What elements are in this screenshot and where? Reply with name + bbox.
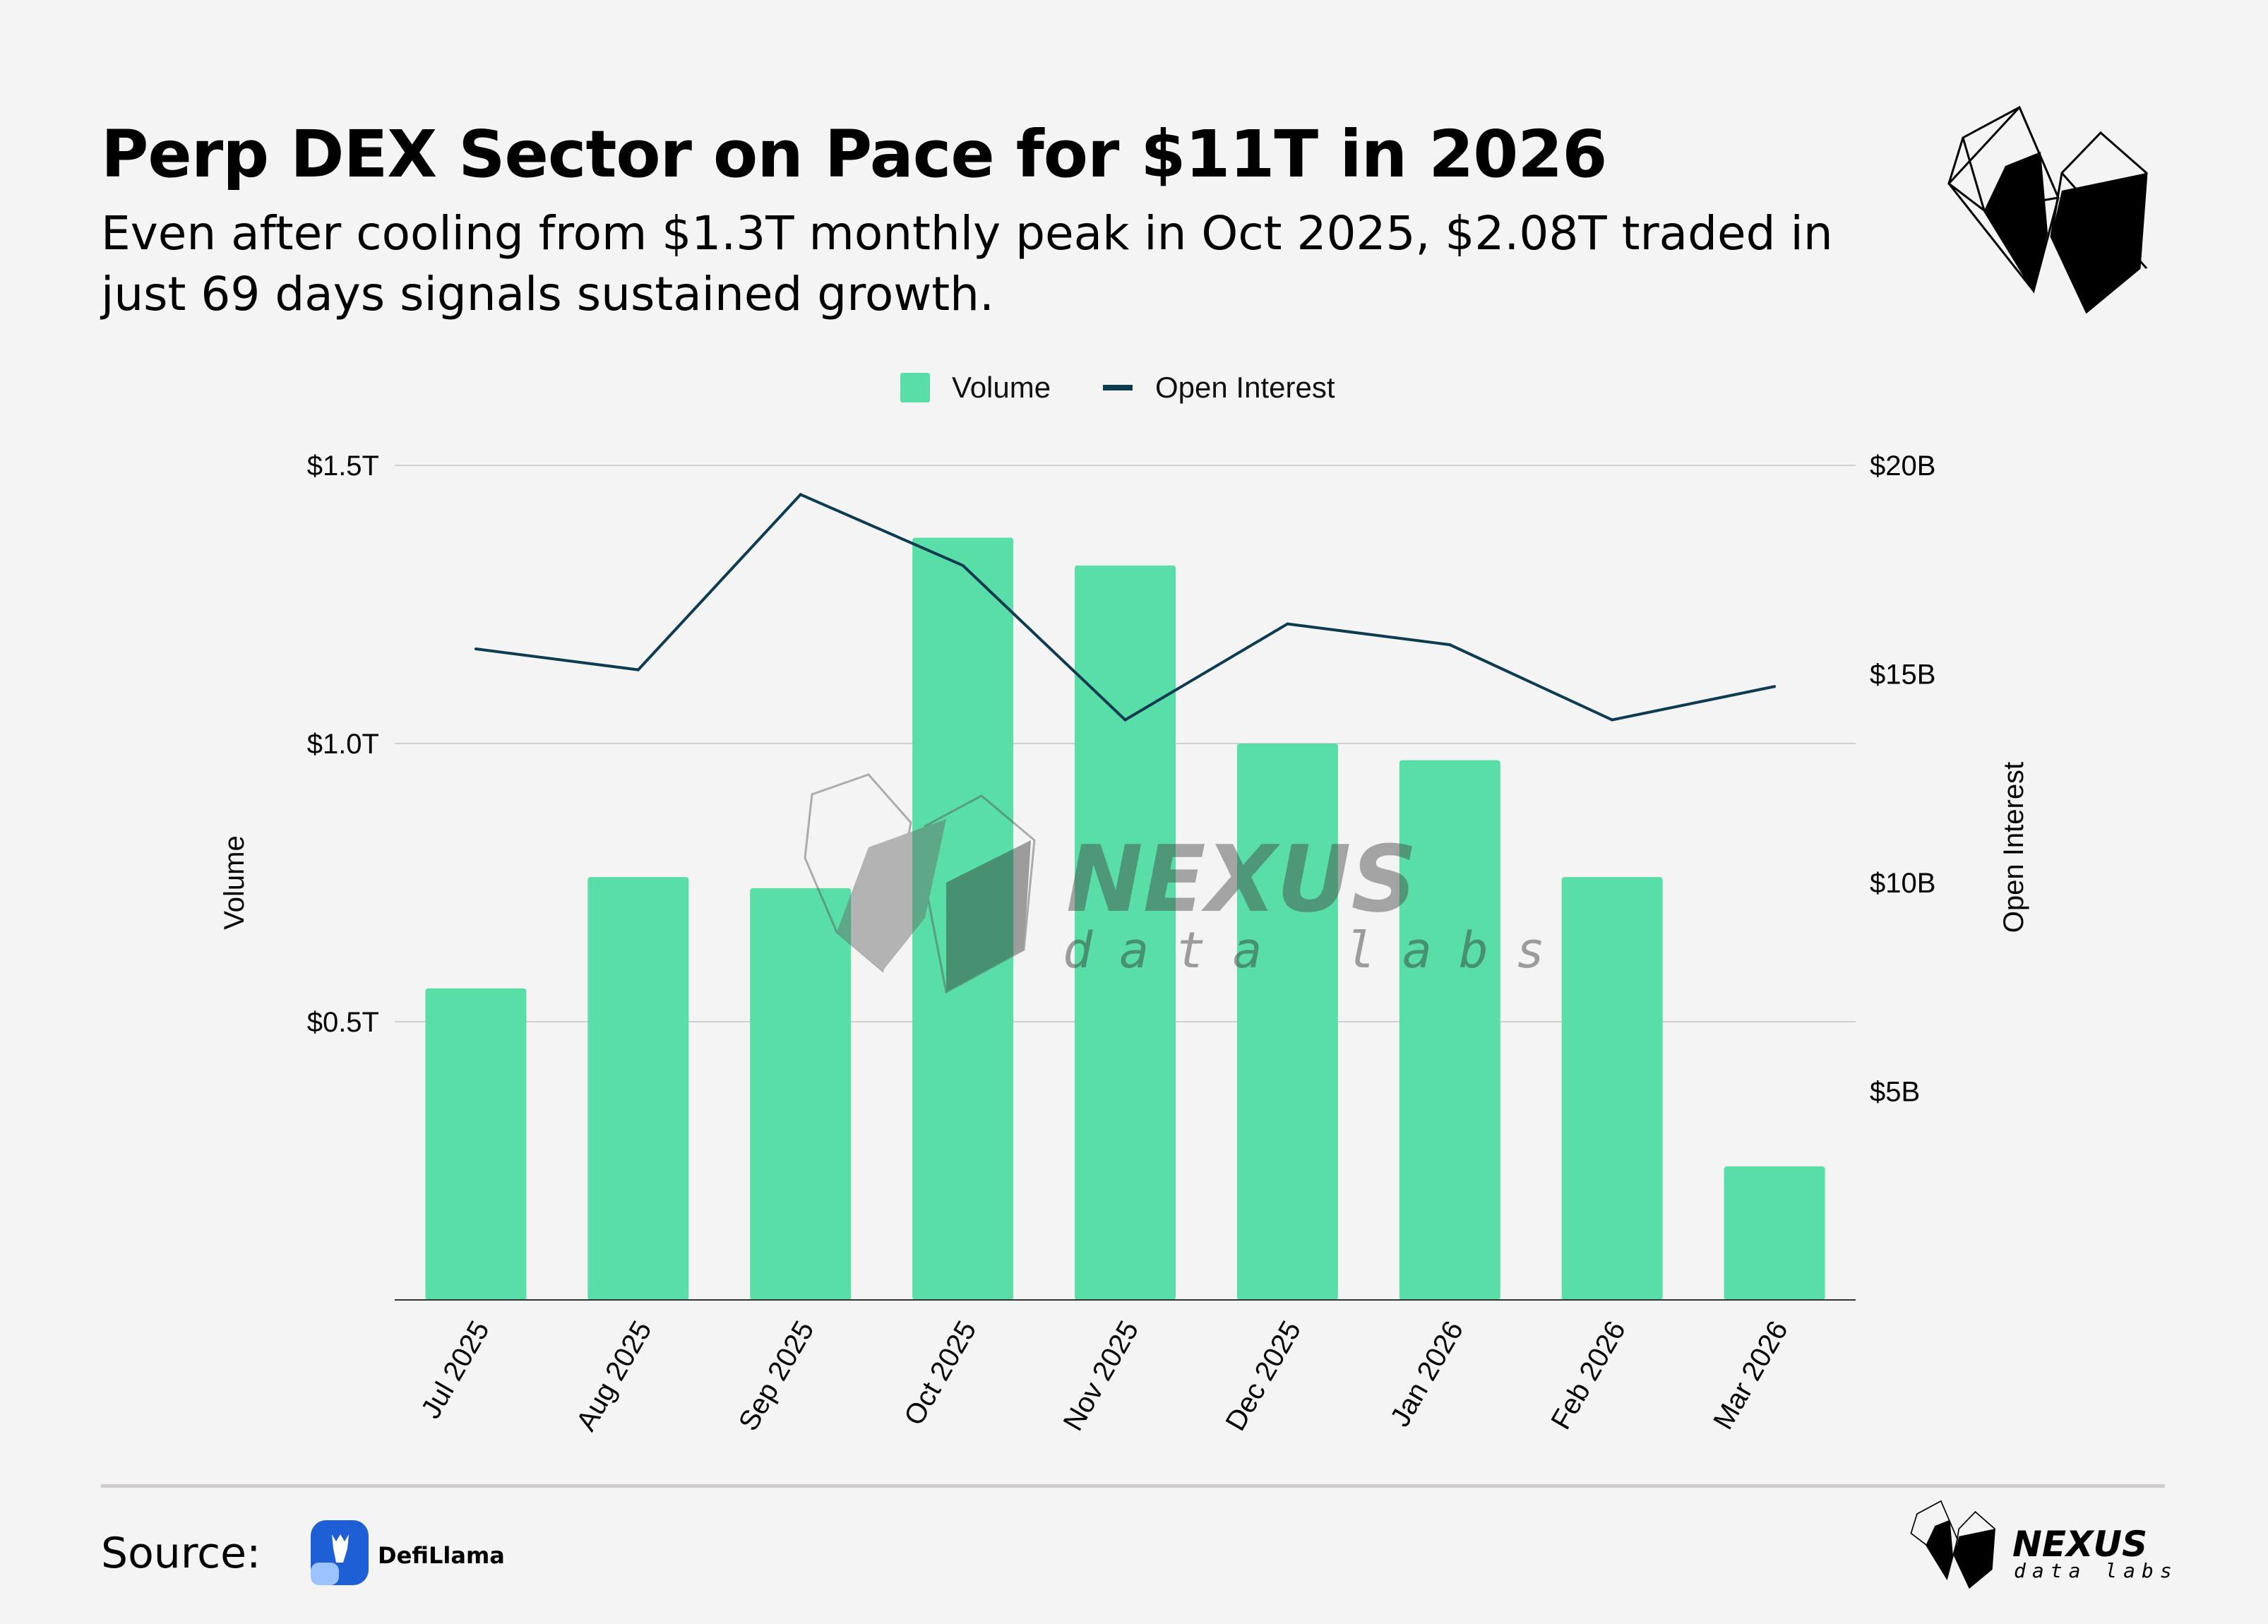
x-tick-label: Jul 2025	[415, 1316, 496, 1424]
footer-brand-name: NEXUS	[2012, 1524, 2148, 1565]
watermark-sub: data labs	[1063, 921, 1572, 979]
y2-tick-label: $20B	[1870, 450, 1935, 482]
source-label: Source:	[101, 1529, 261, 1578]
point-open-interest	[799, 493, 802, 496]
chart-subtitle: Even after cooling from $1.3T monthly pe…	[101, 206, 1833, 321]
bar-volume	[1236, 744, 1338, 1300]
x-tick-label: Feb 2026	[1545, 1316, 1632, 1435]
chart-title: Perp DEX Sector on Pace for $11T in 2026	[101, 117, 1607, 192]
footer-divider	[101, 1484, 2165, 1488]
y2-tick-label: $10B	[1870, 868, 1935, 899]
bar-volume	[750, 888, 852, 1300]
legend-oi-label: Open Interest	[1155, 371, 1335, 404]
y-tick-label: $0.5T	[307, 1007, 379, 1038]
legend: Volume Open Interest	[900, 371, 1335, 404]
point-open-interest	[1448, 643, 1452, 647]
point-open-interest	[636, 668, 640, 671]
point-open-interest	[474, 647, 477, 651]
x-tick-label: Mar 2026	[1707, 1316, 1794, 1435]
x-tick-label: Oct 2025	[898, 1316, 982, 1431]
watermark: NEXUS data labs	[804, 773, 1572, 994]
point-open-interest	[1286, 622, 1289, 626]
x-tick-label: Jan 2026	[1385, 1316, 1469, 1433]
y-tick-label: $1.0T	[307, 729, 379, 760]
point-open-interest	[961, 563, 965, 567]
legend-oi-swatch	[1103, 385, 1133, 390]
defillama-logo-icon	[311, 1520, 369, 1585]
bar-volume	[1561, 877, 1663, 1300]
x-tick-label: Nov 2025	[1058, 1316, 1145, 1436]
point-open-interest	[1773, 685, 1777, 688]
legend-volume-label: Volume	[952, 371, 1051, 404]
x-tick-label: Aug 2025	[571, 1316, 658, 1436]
y2-axis-label: Open Interest	[1998, 762, 2029, 933]
x-tick-label: Sep 2025	[733, 1316, 820, 1436]
source-name: DefiLlama	[378, 1542, 505, 1569]
legend-volume-swatch	[900, 373, 930, 402]
bar-volume	[425, 988, 527, 1300]
nexus-logo-icon	[1947, 106, 2148, 314]
x-tick-label: Dec 2025	[1219, 1316, 1307, 1436]
point-open-interest	[1123, 718, 1127, 722]
y2-tick-label: $5B	[1870, 1077, 1920, 1108]
watermark-name: NEXUS	[1066, 825, 1417, 933]
footer-brand-sub: data labs	[2014, 1559, 2178, 1582]
y2-tick-label: $15B	[1870, 659, 1935, 691]
point-open-interest	[1611, 718, 1614, 722]
y-axis-label: Volume	[219, 835, 250, 929]
bar-volume	[587, 877, 689, 1300]
bar-volume	[1724, 1166, 1825, 1300]
bar-volume	[1399, 760, 1500, 1300]
nexus-footer-logo-icon	[1910, 1500, 1995, 1589]
bar-volume	[1075, 565, 1176, 1300]
y-tick-label: $1.5T	[307, 450, 379, 482]
bar-volume	[912, 537, 1014, 1301]
